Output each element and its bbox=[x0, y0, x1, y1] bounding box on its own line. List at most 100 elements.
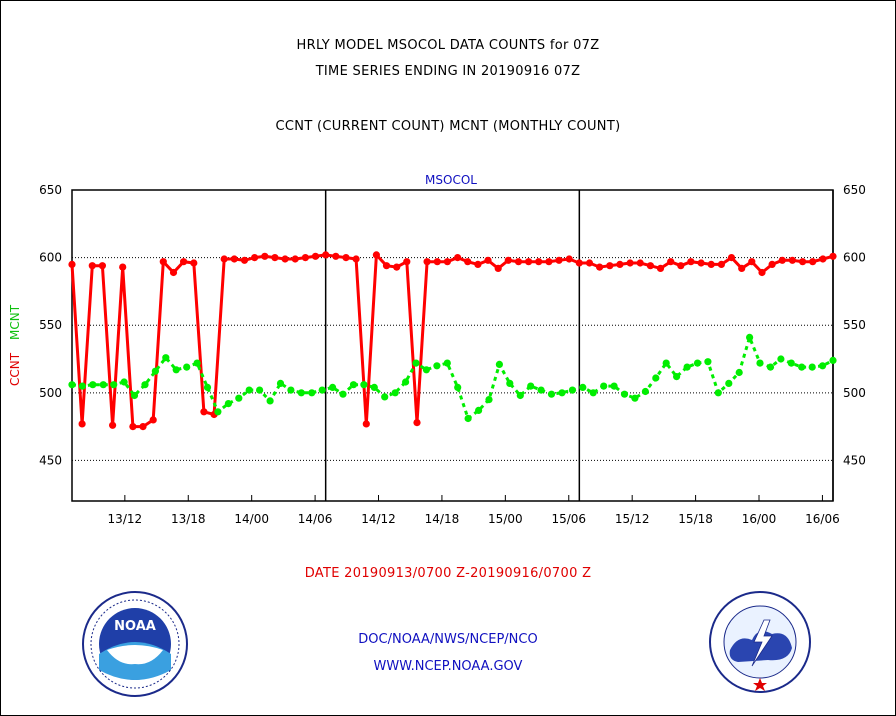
data-point-ccnt bbox=[311, 252, 320, 260]
x-tick-label: 14/18 bbox=[425, 512, 460, 526]
data-point-ccnt bbox=[768, 260, 776, 268]
data-point-ccnt bbox=[372, 251, 380, 259]
data-point-mcnt bbox=[172, 366, 180, 374]
chart-title-line1: HRLY MODEL MSOCOL DATA COUNTS for 07Z bbox=[296, 38, 600, 53]
data-point-ccnt bbox=[98, 262, 106, 270]
data-point-ccnt bbox=[200, 408, 208, 416]
data-point-ccnt bbox=[504, 256, 512, 264]
data-point-mcnt bbox=[99, 381, 107, 389]
data-point-ccnt bbox=[778, 256, 786, 264]
data-point-mcnt bbox=[110, 381, 118, 389]
data-point-mcnt bbox=[485, 396, 493, 404]
data-point-mcnt bbox=[329, 383, 337, 391]
data-point-ccnt bbox=[687, 258, 695, 266]
data-point-ccnt bbox=[393, 263, 401, 271]
y-tick-label-right: 550 bbox=[843, 318, 866, 332]
data-point-ccnt bbox=[342, 254, 350, 262]
data-point-ccnt bbox=[596, 263, 604, 271]
data-point-ccnt bbox=[525, 258, 533, 266]
data-point-ccnt bbox=[382, 262, 391, 270]
data-point-mcnt bbox=[339, 390, 347, 398]
data-point-ccnt bbox=[727, 254, 736, 262]
data-point-ccnt bbox=[159, 258, 167, 266]
data-point-ccnt bbox=[738, 264, 746, 272]
data-point-mcnt bbox=[349, 381, 358, 389]
x-tick-label: 15/18 bbox=[678, 512, 713, 526]
data-point-ccnt bbox=[646, 262, 655, 270]
data-point-mcnt bbox=[475, 406, 483, 414]
data-point-mcnt bbox=[235, 394, 243, 402]
data-point-ccnt bbox=[271, 254, 279, 262]
website-link[interactable]: WWW.NCEP.NOAA.GOV bbox=[373, 659, 523, 674]
x-tick-label: 13/18 bbox=[171, 512, 206, 526]
data-point-ccnt bbox=[748, 258, 756, 266]
data-point-ccnt bbox=[139, 423, 147, 431]
day-separators bbox=[324, 190, 834, 501]
x-tick-label: 13/12 bbox=[108, 512, 143, 526]
data-point-mcnt bbox=[620, 390, 629, 398]
data-point-mcnt bbox=[558, 389, 566, 397]
data-point-ccnt bbox=[626, 259, 634, 267]
data-point-mcnt bbox=[714, 389, 722, 397]
data-point-ccnt bbox=[494, 264, 502, 272]
data-point-mcnt bbox=[297, 389, 305, 397]
data-point-ccnt bbox=[758, 268, 766, 277]
data-point-ccnt bbox=[819, 255, 827, 263]
data-point-ccnt bbox=[68, 260, 76, 268]
data-point-ccnt bbox=[281, 255, 289, 263]
nws-logo bbox=[708, 590, 812, 694]
data-point-mcnt bbox=[68, 381, 76, 389]
data-point-ccnt bbox=[149, 416, 157, 424]
data-point-mcnt bbox=[141, 381, 149, 389]
data-point-mcnt bbox=[641, 387, 650, 396]
y-tick-label-left: 600 bbox=[39, 251, 62, 265]
x-tick-label: 16/00 bbox=[742, 512, 777, 526]
data-point-ccnt bbox=[535, 258, 543, 266]
data-point-mcnt bbox=[214, 408, 222, 416]
data-point-ccnt bbox=[88, 262, 96, 270]
data-point-mcnt bbox=[422, 366, 430, 374]
data-point-mcnt bbox=[787, 359, 795, 367]
x-tick-label: 14/06 bbox=[298, 512, 333, 526]
data-point-ccnt bbox=[413, 419, 421, 427]
data-point-mcnt bbox=[829, 356, 837, 364]
data-point-mcnt bbox=[568, 386, 577, 394]
data-point-mcnt bbox=[360, 381, 368, 389]
data-point-ccnt bbox=[352, 255, 360, 263]
x-tick-label: 14/00 bbox=[234, 512, 269, 526]
x-tick-label: 15/00 bbox=[488, 512, 523, 526]
y-tick-label-right: 500 bbox=[843, 386, 866, 400]
data-point-mcnt bbox=[412, 359, 420, 367]
data-point-mcnt bbox=[506, 379, 514, 387]
data-point-mcnt bbox=[433, 362, 441, 370]
plot-area bbox=[71, 189, 834, 502]
y-tick-label-left: 450 bbox=[39, 453, 62, 467]
data-point-mcnt bbox=[224, 400, 232, 408]
data-point-mcnt bbox=[746, 333, 754, 341]
data-point-ccnt bbox=[484, 256, 492, 264]
x-tick-label: 14/12 bbox=[361, 512, 396, 526]
data-point-ccnt bbox=[707, 260, 715, 268]
x-tick-label: 15/06 bbox=[551, 512, 586, 526]
data-point-mcnt bbox=[391, 389, 399, 397]
y-tick-label-right: 600 bbox=[843, 251, 866, 265]
data-point-ccnt bbox=[656, 264, 665, 272]
data-point-ccnt bbox=[220, 255, 228, 263]
data-point-mcnt bbox=[130, 391, 139, 400]
data-point-mcnt bbox=[589, 389, 597, 397]
data-point-ccnt bbox=[190, 259, 198, 267]
svg-text:NOAA: NOAA bbox=[114, 619, 156, 634]
data-point-mcnt bbox=[495, 360, 503, 368]
data-point-mcnt bbox=[370, 383, 378, 391]
chart-title-line2: TIME SERIES ENDING IN 20190916 07Z bbox=[315, 64, 581, 79]
data-point-mcnt bbox=[516, 391, 524, 400]
series-group bbox=[68, 251, 837, 431]
data-point-mcnt bbox=[287, 386, 295, 394]
data-point-ccnt bbox=[575, 259, 583, 267]
data-point-ccnt bbox=[251, 254, 259, 262]
series-line-mcnt bbox=[71, 332, 834, 421]
data-point-mcnt bbox=[652, 374, 660, 382]
data-point-ccnt bbox=[423, 258, 431, 266]
data-point-mcnt bbox=[725, 379, 733, 387]
data-point-mcnt bbox=[693, 359, 702, 367]
